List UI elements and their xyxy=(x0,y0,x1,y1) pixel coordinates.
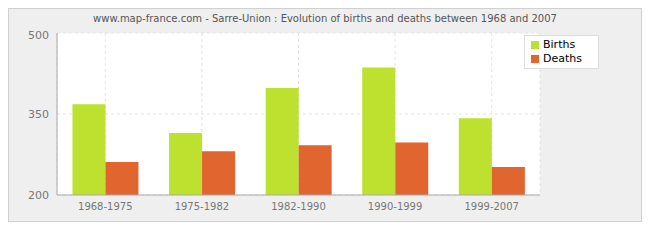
svg-text:500: 500 xyxy=(28,29,49,42)
svg-text:1990-1999: 1990-1999 xyxy=(368,201,423,212)
html-text:www.map-france.com - Sarre-Uni: www.map-france.com - Sarre-Union : Evolu… xyxy=(93,13,557,24)
svg-text:1975-1982: 1975-1982 xyxy=(175,201,230,212)
svg-text:350: 350 xyxy=(28,108,49,121)
html-text:Deaths: Deaths xyxy=(543,52,582,65)
svg-text:1982-1990: 1982-1990 xyxy=(271,201,326,212)
svg-text:1999-2007: 1999-2007 xyxy=(464,201,519,212)
svg-text:1968-1975: 1968-1975 xyxy=(78,201,133,212)
svg-text:200: 200 xyxy=(28,189,49,202)
html-text:Births: Births xyxy=(543,38,576,51)
